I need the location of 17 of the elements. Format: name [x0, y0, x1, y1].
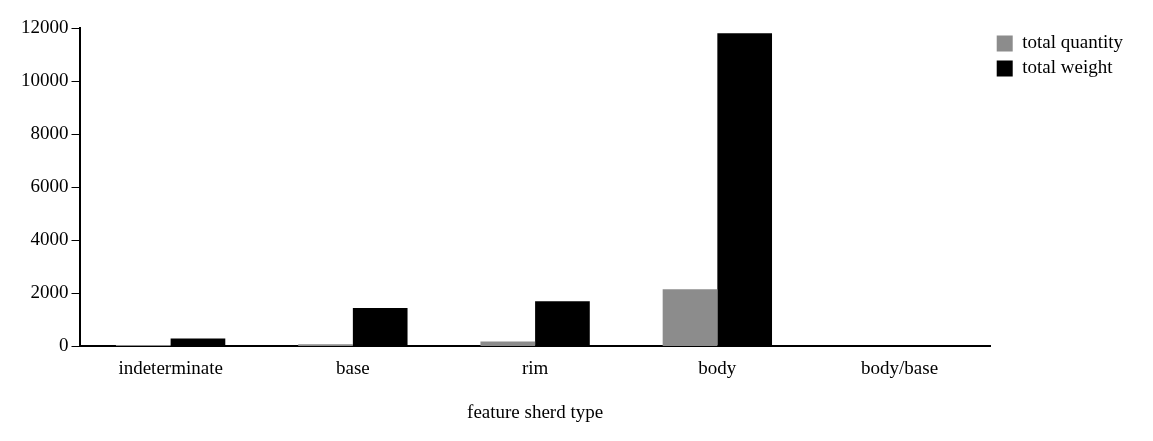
y-tick-label: 0: [59, 334, 69, 356]
bar: [480, 341, 536, 346]
y-tick-label: 12000: [21, 15, 69, 37]
x-axis-title: feature sherd type: [467, 400, 604, 422]
x-tick-label: body/base: [861, 356, 939, 378]
legend-label: total weight: [1022, 56, 1114, 78]
y-tick-label: 2000: [30, 281, 69, 303]
y-tick-label: 8000: [30, 122, 69, 144]
y-tick-label: 6000: [30, 175, 69, 197]
y-tick-label: 4000: [30, 228, 69, 250]
x-tick-label: rim: [521, 356, 549, 378]
bar: [662, 289, 718, 346]
legend-label: total quantity: [1022, 31, 1124, 53]
x-tick-label: base: [335, 356, 370, 378]
x-tick-label: indeterminate: [118, 356, 223, 378]
x-tick-label: body: [698, 356, 737, 378]
y-tick-label: 10000: [21, 69, 69, 91]
